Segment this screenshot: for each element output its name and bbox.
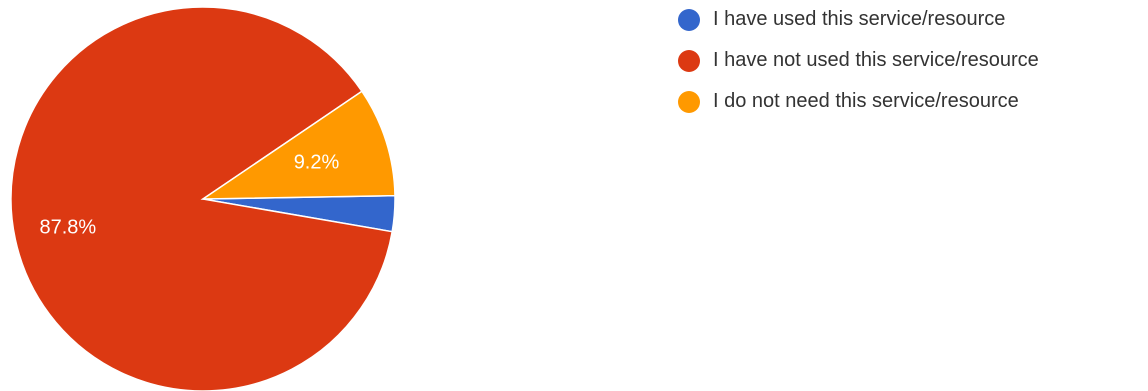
legend-item-not-used[interactable]: I have not used this service/resource bbox=[678, 47, 1039, 74]
legend-item-used[interactable]: I have used this service/resource bbox=[678, 6, 1039, 33]
pie-slice-not-needed[interactable] bbox=[200, 90, 396, 200]
legend-swatch-used bbox=[678, 8, 700, 31]
legend-label-not-needed: I do not need this service/resource bbox=[713, 90, 1019, 112]
legend-swatch-not-needed bbox=[678, 90, 700, 113]
slice-label-not-needed: 9.2% bbox=[294, 151, 340, 173]
legend-label-used: I have used this service/resource bbox=[713, 8, 1006, 30]
chart-legend: I have used this service/resource I have… bbox=[678, 6, 1039, 129]
legend-item-not-needed[interactable]: I do not need this service/resource bbox=[678, 88, 1039, 115]
pie-slice-not-used[interactable] bbox=[10, 6, 394, 391]
legend-label-not-used: I have not used this service/resource bbox=[713, 49, 1039, 71]
legend-swatch-not-used bbox=[678, 49, 700, 72]
slice-label-not-used: 87.8% bbox=[40, 216, 97, 238]
